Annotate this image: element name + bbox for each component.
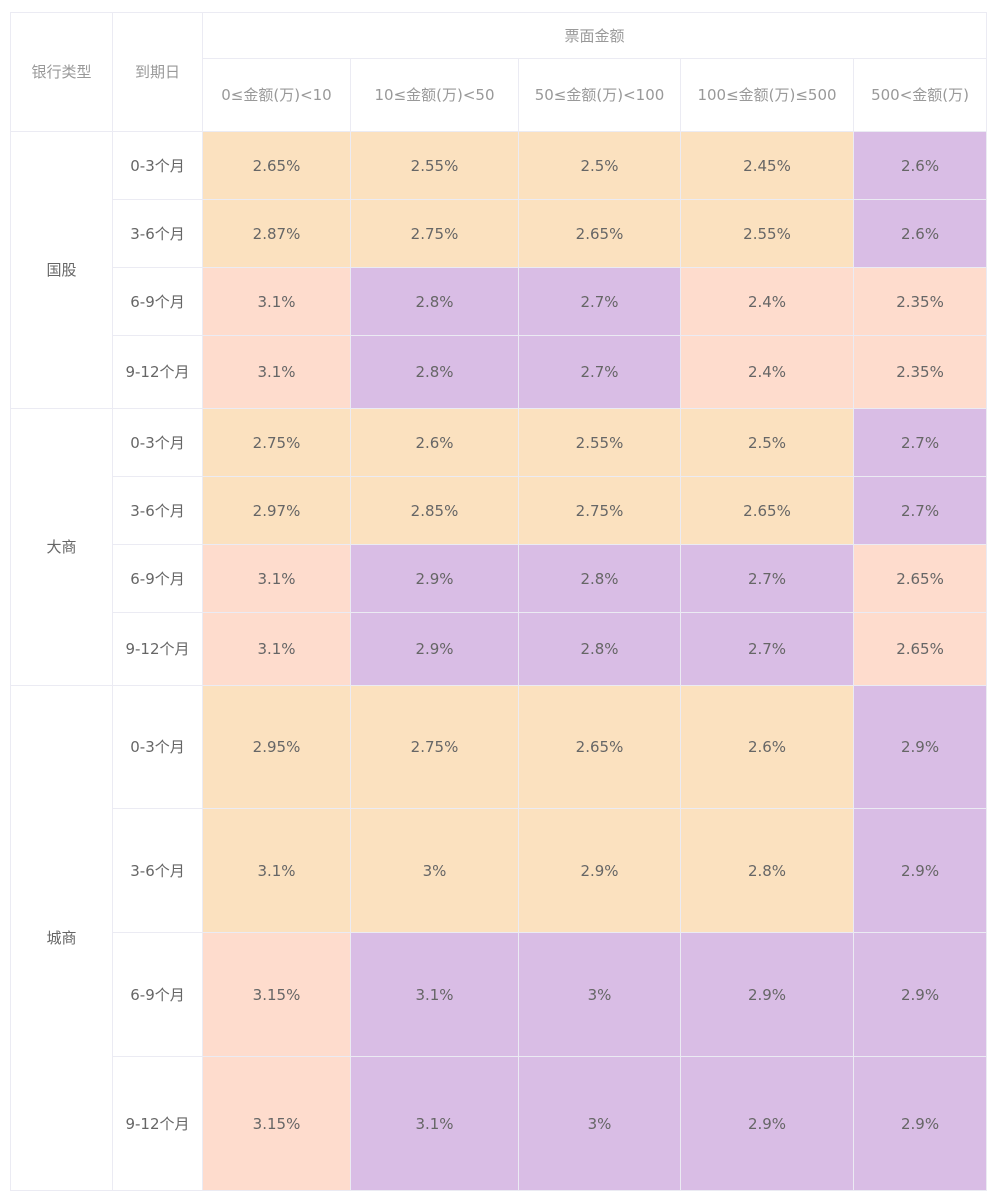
table-row: 6-9个月 3.1% 2.8% 2.7% 2.4% 2.35% — [11, 267, 988, 336]
rate-cell: 2.6% — [350, 408, 519, 477]
maturity-cell: 3-6个月 — [112, 808, 203, 933]
rate-cell: 2.7% — [518, 335, 681, 409]
rate-cell: 2.55% — [680, 199, 854, 268]
rate-cell: 3.1% — [350, 932, 519, 1057]
maturity-cell: 0-3个月 — [112, 408, 203, 477]
rate-cell: 2.4% — [680, 335, 854, 409]
maturity-cell: 0-3个月 — [112, 131, 203, 200]
maturity-cell: 9-12个月 — [112, 1056, 203, 1191]
maturity-cell: 0-3个月 — [112, 685, 203, 809]
rate-cell: 2.5% — [518, 131, 681, 200]
header-maturity: 到期日 — [112, 12, 203, 132]
header-bank-type: 银行类型 — [10, 12, 113, 132]
header-amount-0: 0≤金额(万)<10 — [202, 58, 351, 132]
rate-cell: 2.8% — [350, 335, 519, 409]
maturity-cell: 6-9个月 — [112, 932, 203, 1057]
table-row: 9-12个月 3.1% 2.9% 2.8% 2.7% 2.65% — [11, 612, 988, 686]
rate-cell: 2.9% — [350, 612, 519, 686]
rate-cell: 2.7% — [852, 408, 988, 477]
rate-cell: 3.1% — [202, 335, 351, 409]
rate-cell: 3.1% — [202, 267, 351, 336]
rate-cell: 2.95% — [202, 685, 351, 809]
table-row: 6-9个月 3.15% 3.1% 3% 2.9% 2.9% — [11, 932, 988, 1057]
rate-cell: 3.1% — [202, 544, 351, 613]
table-row: 6-9个月 3.1% 2.9% 2.8% 2.7% 2.65% — [11, 544, 988, 613]
maturity-cell: 6-9个月 — [112, 267, 203, 336]
bank-type-cell: 国股 — [10, 131, 113, 409]
table-row: 3-6个月 2.87% 2.75% 2.65% 2.55% 2.6% — [11, 199, 988, 268]
rate-cell: 2.7% — [680, 612, 854, 686]
rate-table: 银行类型 到期日 票面金额 0≤金额(万)<10 10≤金额(万)<50 50≤… — [10, 12, 988, 1191]
header-amount-1: 10≤金额(万)<50 — [350, 58, 519, 132]
rate-cell: 2.9% — [852, 932, 988, 1057]
rate-cell: 3.15% — [202, 932, 351, 1057]
header-amount-3: 100≤金额(万)≤500 — [680, 58, 854, 132]
rate-cell: 2.45% — [680, 131, 854, 200]
rate-cell: 2.9% — [852, 1056, 988, 1191]
maturity-cell: 6-9个月 — [112, 544, 203, 613]
rate-cell: 3% — [518, 1056, 681, 1191]
bank-type-cell: 大商 — [10, 408, 113, 686]
table-row: 大商 0-3个月 2.75% 2.6% 2.55% 2.5% 2.7% — [10, 408, 988, 686]
rate-cell: 3.1% — [202, 808, 351, 933]
table-row: 国股 0-3个月 2.65% 2.55% 2.5% 2.45% 2.6% — [10, 131, 988, 409]
rate-cell: 2.7% — [518, 267, 681, 336]
maturity-cell: 9-12个月 — [112, 612, 203, 686]
table-body: 国股 0-3个月 2.65% 2.55% 2.5% 2.45% 2.6% 3-6个月 2.87%… — [10, 131, 988, 1191]
rate-cell: 2.9% — [680, 932, 854, 1057]
rate-cell: 2.35% — [852, 267, 988, 336]
maturity-cell: 3-6个月 — [112, 199, 203, 268]
rate-cell: 2.8% — [680, 808, 854, 933]
table-row: 9-12个月 3.15% 3.1% 3% 2.9% 2.9% — [11, 1056, 988, 1191]
rate-cell: 3.15% — [202, 1056, 351, 1191]
rate-cell: 2.9% — [350, 544, 519, 613]
rate-cell: 2.75% — [518, 476, 681, 545]
rate-cell: 2.8% — [350, 267, 519, 336]
bank-type-cell: 城商 — [10, 685, 113, 1191]
rate-cell: 2.9% — [518, 808, 681, 933]
rate-cell: 2.35% — [852, 335, 988, 409]
rate-cell: 2.87% — [202, 199, 351, 268]
rate-cell: 2.75% — [350, 199, 519, 268]
rate-cell: 2.65% — [852, 544, 988, 613]
rate-cell: 2.4% — [680, 267, 854, 336]
maturity-cell: 9-12个月 — [112, 335, 203, 409]
rate-cell: 2.9% — [852, 808, 988, 933]
rate-cell: 2.97% — [202, 476, 351, 545]
table-row: 3-6个月 2.97% 2.85% 2.75% 2.65% 2.7% — [11, 476, 988, 545]
rate-cell: 2.6% — [852, 131, 988, 200]
rate-cell: 2.55% — [350, 131, 519, 200]
rate-cell: 2.65% — [518, 685, 681, 809]
rate-cell: 2.75% — [202, 408, 351, 477]
table-row: 9-12个月 3.1% 2.8% 2.7% 2.4% 2.35% — [11, 335, 988, 409]
rate-cell: 3.1% — [350, 1056, 519, 1191]
rate-cell: 2.65% — [202, 131, 351, 200]
header-amount-4: 500<金额(万) — [852, 58, 988, 132]
rate-cell: 3% — [350, 808, 519, 933]
rate-cell: 2.65% — [680, 476, 854, 545]
rate-cell: 2.9% — [680, 1056, 854, 1191]
rate-cell: 2.7% — [680, 544, 854, 613]
rate-cell: 2.65% — [518, 199, 681, 268]
rate-cell: 2.65% — [852, 612, 988, 686]
rate-cell: 3.1% — [202, 612, 351, 686]
rate-cell: 2.5% — [680, 408, 854, 477]
rate-cell: 2.6% — [680, 685, 854, 809]
maturity-cell: 3-6个月 — [112, 476, 203, 545]
header-face-amount: 票面金额 — [201, 12, 988, 59]
rate-cell: 2.8% — [518, 544, 681, 613]
table-row: 城商 0-3个月 2.95% 2.75% 2.65% 2.6% 2.9% — [10, 685, 988, 1191]
table-row: 3-6个月 3.1% 3% 2.9% 2.8% 2.9% — [11, 808, 988, 933]
rate-cell: 2.75% — [350, 685, 519, 809]
rate-cell: 2.6% — [852, 199, 988, 268]
rate-cell: 2.9% — [852, 685, 988, 809]
rate-cell: 2.55% — [518, 408, 681, 477]
rate-cell: 3% — [518, 932, 681, 1057]
rate-cell: 2.7% — [852, 476, 988, 545]
rate-cell: 2.85% — [350, 476, 519, 545]
header-amount-2: 50≤金额(万)<100 — [518, 58, 681, 132]
rate-cell: 2.8% — [518, 612, 681, 686]
